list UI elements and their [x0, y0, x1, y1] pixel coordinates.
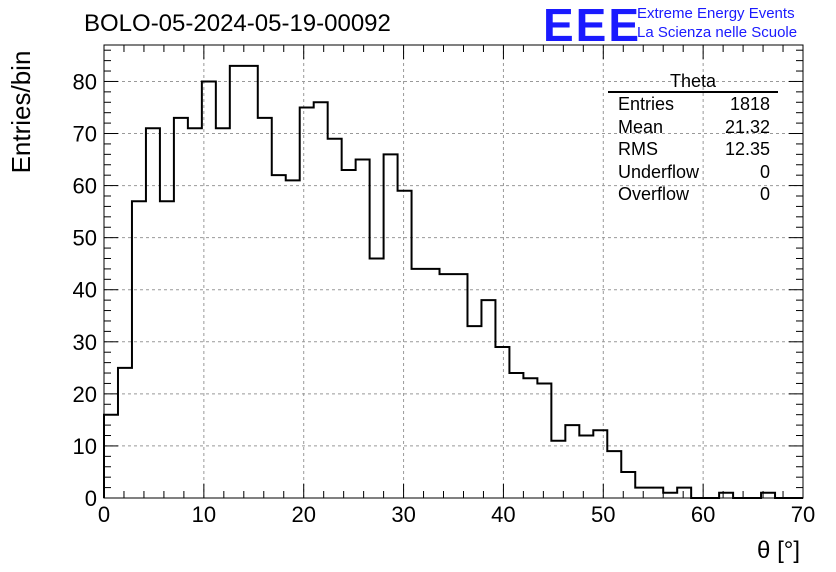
- x-tick-label: 60: [691, 502, 715, 527]
- stats-row-overflow: Overflow 0: [608, 183, 778, 206]
- stats-label: Overflow: [618, 184, 690, 204]
- y-tick-label: 0: [85, 486, 97, 511]
- y-tick-label: 10: [73, 434, 97, 459]
- y-tick-label: 20: [73, 382, 97, 407]
- logo-caption-line2: La Scienza nelle Scuole: [637, 24, 798, 41]
- stats-box: Theta Entries 1818 Mean 21.32 RMS 12.35 …: [608, 71, 778, 206]
- x-tick-label: 10: [192, 502, 216, 527]
- y-tick-label: 50: [73, 226, 97, 251]
- eee-logo: EEE: [543, 0, 642, 51]
- y-tick-label: 60: [73, 174, 97, 199]
- logo-caption: Extreme Energy Events La Scienza nelle S…: [637, 4, 797, 42]
- x-tick-label: 30: [391, 502, 415, 527]
- stats-row-rms: RMS 12.35: [608, 138, 778, 161]
- y-tick-label: 40: [73, 278, 97, 303]
- histogram-series: [103, 64, 803, 499]
- stats-value: 12.35: [724, 139, 770, 159]
- histogram-title: BOLO-05-2024-05-19-00092: [84, 10, 391, 37]
- logo-caption-line1: Extreme Energy Events: [637, 5, 795, 22]
- x-tick-label: 50: [591, 502, 615, 527]
- x-tick-label: 70: [791, 502, 815, 527]
- stats-label: Mean: [618, 116, 664, 137]
- stats-label: Entries: [618, 94, 675, 114]
- y-tick-label: 80: [73, 69, 97, 94]
- stats-row-underflow: Underflow 0: [608, 161, 778, 184]
- stats-value: 1818: [729, 94, 770, 114]
- stats-row-mean: Mean 21.32: [608, 116, 778, 139]
- x-tick-label: 20: [291, 502, 315, 527]
- x-axis-label: θ [°]: [757, 537, 800, 564]
- stats-value: 21.32: [724, 116, 770, 137]
- stats-box-title: Theta: [608, 71, 778, 93]
- y-tick-label: 30: [73, 330, 97, 355]
- stats-row-entries: Entries 1818: [608, 93, 778, 116]
- y-tick-label: 70: [73, 122, 97, 147]
- stats-label: Underflow: [618, 161, 700, 182]
- x-tick-label: 40: [491, 502, 515, 527]
- y-axis-label: Entries/bin: [6, 51, 36, 174]
- stats-value: 0: [759, 161, 770, 182]
- stats-label: RMS: [618, 139, 658, 159]
- x-tick-label: 0: [98, 502, 110, 527]
- stats-value: 0: [759, 184, 770, 204]
- plot-frame: [103, 44, 804, 499]
